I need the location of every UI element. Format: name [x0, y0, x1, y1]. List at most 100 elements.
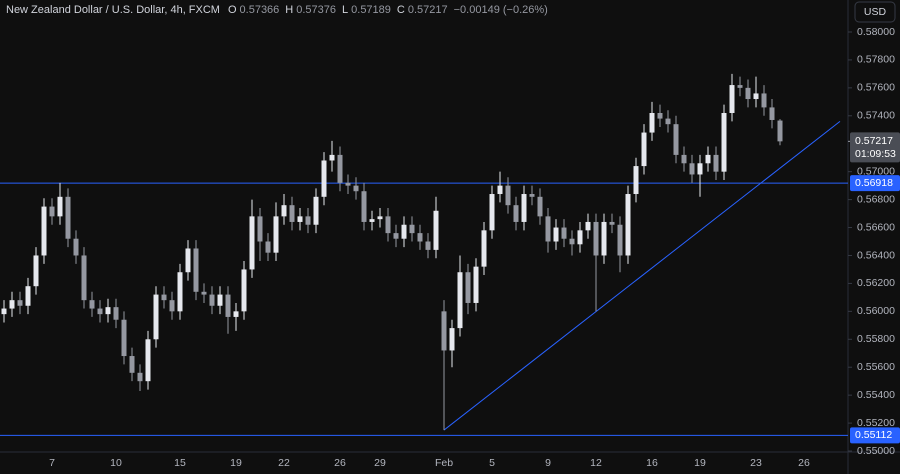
- candle-body: [593, 221, 599, 256]
- candle-body: [337, 154, 343, 183]
- candle-body: [265, 241, 271, 253]
- y-tick-label: 0.56200: [857, 277, 895, 289]
- candle-body: [249, 216, 255, 270]
- candle-body: [729, 85, 735, 113]
- candle-body: [145, 339, 151, 382]
- candle-body: [585, 221, 591, 231]
- candle-body: [577, 230, 583, 245]
- y-tick-label: 0.57000: [857, 165, 895, 177]
- candle-body: [449, 328, 455, 351]
- candle-body: [65, 196, 71, 239]
- level-label: 0.55112: [855, 429, 892, 441]
- y-tick-label: 0.57600: [857, 82, 895, 94]
- candle-body: [409, 224, 415, 234]
- currency[interactable]: USD: [864, 6, 887, 18]
- x-tick-label: 22: [278, 457, 290, 469]
- candle-body: [105, 307, 111, 315]
- candle-body: [713, 154, 719, 172]
- y-tick-label: 0.55600: [857, 361, 895, 373]
- candle-body: [545, 216, 551, 242]
- candle-body: [49, 206, 55, 217]
- candle-body: [505, 185, 511, 206]
- candle-body: [513, 205, 519, 222]
- candle-body: [33, 255, 39, 287]
- candle-body: [425, 241, 431, 250]
- candle-body: [329, 154, 335, 161]
- candle-body: [233, 311, 239, 317]
- candle-body: [361, 191, 367, 222]
- candle-body: [209, 294, 215, 306]
- candle-body: [89, 300, 95, 309]
- candle-body: [529, 194, 535, 197]
- candle-body: [521, 194, 527, 222]
- candle-body: [433, 210, 439, 250]
- candle-body: [657, 113, 663, 119]
- ohlc-value: 0.57217: [408, 4, 448, 16]
- candle-body: [17, 300, 23, 306]
- candle-body: [1, 308, 7, 315]
- candle-body: [553, 227, 559, 242]
- candle-body: [129, 356, 135, 373]
- y-tick-label: 0.57800: [857, 54, 895, 66]
- candle-body: [737, 85, 743, 88]
- candle-body: [665, 118, 671, 125]
- candle-body: [289, 205, 295, 222]
- candle-body: [489, 194, 495, 231]
- x-tick-label: 10: [110, 457, 122, 469]
- price-axis: 0.58000 0.57800 0.57600 0.57400 0.57000 0.568…: [848, 26, 900, 457]
- candle-body: [769, 107, 775, 120]
- candle-body: [369, 219, 375, 222]
- y-tick-label: 0.58000: [857, 26, 895, 38]
- y-tick-label: 0.55000: [857, 445, 895, 457]
- y-tick-label: 0.56400: [857, 249, 895, 261]
- candle-body: [41, 206, 47, 256]
- candle-body: [777, 120, 783, 142]
- candle-body: [81, 255, 87, 301]
- ohlc-value: 0.57376: [296, 4, 336, 16]
- x-tick-label: 9: [545, 457, 551, 469]
- candle-body: [177, 272, 183, 312]
- candle-body: [481, 230, 487, 267]
- x-tick-label: Feb: [435, 457, 453, 469]
- change: −0.00149 (−0.26%): [454, 4, 548, 16]
- candle-body: [217, 294, 223, 306]
- candle-body: [385, 216, 391, 234]
- x-tick-label: 19: [694, 457, 706, 469]
- candle-body: [121, 319, 127, 357]
- candle-body: [161, 294, 167, 301]
- candle-body: [617, 224, 623, 256]
- candle-body: [417, 233, 423, 242]
- candle-body: [465, 272, 471, 303]
- x-tick-label: 12: [590, 457, 602, 469]
- candle-body: [473, 266, 479, 303]
- last-price-badge: [850, 132, 900, 163]
- candle-body: [537, 196, 543, 217]
- candle-body: [641, 132, 647, 167]
- y-tick-label: 0.55400: [857, 389, 895, 401]
- candle-body: [609, 221, 615, 225]
- candle-body: [57, 196, 63, 217]
- candle-body: [697, 163, 703, 175]
- last-price: 0.57217: [855, 135, 893, 147]
- level-label: 0.56918: [855, 177, 893, 189]
- ohlc-label: C: [397, 4, 405, 16]
- candle-body: [353, 185, 359, 192]
- candle-body: [673, 124, 679, 155]
- candle-body: [225, 294, 231, 317]
- candle-body: [137, 372, 143, 382]
- candle-body: [169, 300, 175, 312]
- candle-body: [73, 238, 79, 256]
- level-badge: [850, 427, 900, 444]
- x-tick-label: 19: [230, 457, 242, 469]
- candle-body: [401, 224, 407, 239]
- candle-body: [257, 216, 263, 242]
- candle-body: [705, 154, 711, 164]
- candle-body: [9, 300, 15, 309]
- candle-body: [201, 291, 207, 295]
- candle-body: [753, 93, 759, 100]
- chart-title: New Zealand Dollar / U.S. Dollar, 4h, FX…: [6, 4, 220, 16]
- ohlc-label: L: [342, 4, 348, 16]
- currency-button[interactable]: [854, 1, 896, 23]
- x-tick-label: 26: [334, 457, 346, 469]
